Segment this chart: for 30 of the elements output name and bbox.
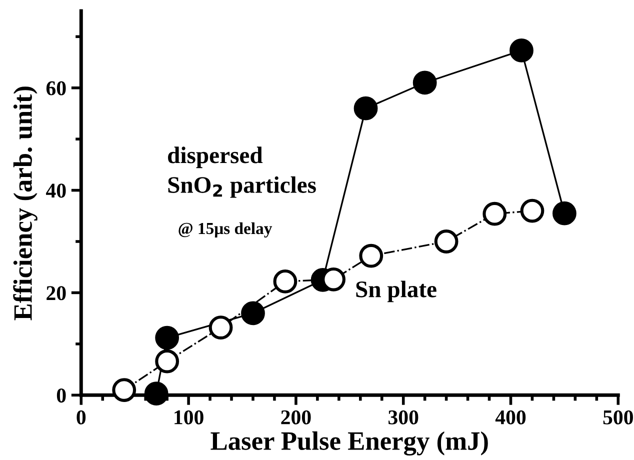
y-tick-label: 60 xyxy=(46,81,66,96)
point xyxy=(144,382,168,406)
point xyxy=(241,301,265,326)
point xyxy=(112,378,136,402)
point xyxy=(155,349,180,374)
series-label: Sn plate xyxy=(356,280,436,302)
annotation: @ 15μs delay xyxy=(178,222,272,238)
point xyxy=(482,202,507,226)
point xyxy=(434,230,458,254)
x-tick-label: 400 xyxy=(495,410,526,424)
point xyxy=(354,96,378,120)
x-tick-label: 500 xyxy=(603,410,633,424)
point xyxy=(155,326,180,350)
point xyxy=(273,270,298,294)
x-tick-label: 200 xyxy=(281,410,311,424)
y-axis-title: Efficiency (arb. unit) xyxy=(13,86,38,320)
point xyxy=(208,316,233,340)
point xyxy=(520,198,544,223)
y-tick-label: 0 xyxy=(56,388,66,403)
point xyxy=(552,201,576,226)
point xyxy=(510,38,534,62)
x-tick-label: 100 xyxy=(174,410,204,424)
y-tick-label: 40 xyxy=(46,184,66,198)
point xyxy=(359,244,384,268)
x-tick-label: 300 xyxy=(388,410,418,424)
series-label: dispersed SnO$_{2}$ particles xyxy=(168,146,316,198)
point xyxy=(412,70,437,95)
x-tick-label: 0 xyxy=(76,410,86,424)
y-tick-label: 20 xyxy=(46,286,66,300)
x-axis-title: Laser Pulse Energy (mJ) xyxy=(210,431,488,456)
